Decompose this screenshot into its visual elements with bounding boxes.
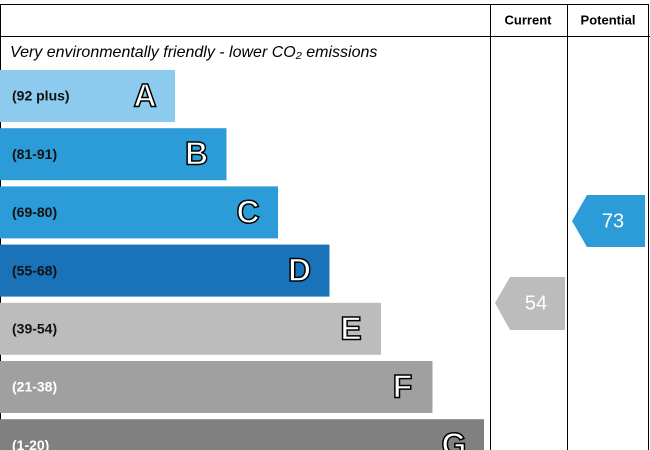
potential-value: 73: [602, 210, 624, 232]
band-letter: D: [288, 252, 311, 288]
band-letter: G: [442, 427, 467, 450]
band-range: (39-54): [12, 321, 57, 337]
band-bar: [0, 186, 278, 239]
band-letter: B: [185, 136, 208, 172]
band-bar: [0, 70, 175, 122]
band-range: (21-38): [12, 379, 57, 395]
current-arrow: [495, 277, 565, 330]
band-letter: C: [236, 194, 259, 230]
band-bar: [0, 128, 227, 181]
band-range: (69-80): [12, 204, 57, 220]
band-letter: A: [133, 77, 156, 113]
band-range: (92 plus): [12, 88, 70, 104]
current-header: Current: [505, 12, 553, 27]
band-letter: E: [340, 310, 361, 346]
band-letter: F: [393, 368, 413, 404]
band-bar: [0, 302, 381, 355]
band-range: (1-20): [12, 437, 49, 450]
band-range: (55-68): [12, 262, 57, 278]
band-bar: [0, 244, 330, 297]
band-bar: [0, 361, 433, 413]
current-value: 54: [525, 292, 547, 314]
potential-header: Potential: [581, 12, 636, 27]
band-range: (81-91): [12, 146, 57, 162]
band-bar: [0, 419, 484, 450]
subtitle: Very environmentally friendly - lower CO…: [10, 44, 377, 61]
potential-arrow: [572, 195, 645, 247]
